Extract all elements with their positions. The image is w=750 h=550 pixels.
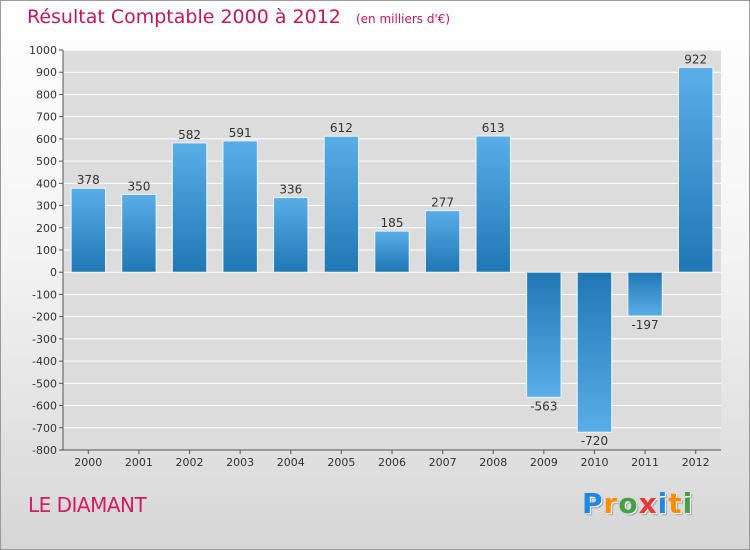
value-label-2006: 185	[381, 216, 404, 230]
logo-letter: r	[603, 487, 619, 520]
y-tick-label: -300	[32, 333, 57, 346]
bar-2012	[677, 66, 714, 273]
y-tick-label: -600	[32, 400, 57, 413]
bar-2009	[526, 271, 562, 398]
x-tick-label: 2000	[74, 456, 102, 469]
bar-2004	[273, 197, 309, 273]
x-tick-label: 2001	[125, 456, 153, 469]
y-tick-label: -200	[32, 311, 57, 324]
bar-2001	[121, 193, 157, 273]
logo-letter: t	[668, 487, 683, 520]
logo-letter: o	[618, 487, 639, 520]
y-tick-label: 700	[36, 111, 57, 124]
x-tick-label: 2009	[530, 456, 558, 469]
x-tick-label: 2002	[176, 456, 204, 469]
y-tick-label: 400	[36, 177, 57, 190]
value-label-2000: 378	[77, 173, 100, 187]
x-tick-label: 2011	[631, 456, 659, 469]
y-tick-label: 200	[36, 222, 57, 235]
y-tick-label: -500	[32, 377, 57, 390]
value-label-2008: 613	[482, 121, 505, 135]
value-label-2012: 922	[684, 52, 707, 66]
y-axis: 10009008007006005004003002001000-100-200…	[29, 44, 64, 457]
value-label-2005: 612	[330, 121, 353, 135]
y-tick-label: -700	[32, 422, 57, 435]
y-tick-label: -100	[32, 288, 57, 301]
value-labels: 378 350 582 591 336 612 185 277 613 -563 -720 -197 9…	[77, 52, 707, 448]
chart-title-main: Résultat Comptable 2000 à 2012	[27, 6, 341, 28]
y-tick-label: 100	[36, 244, 57, 257]
chart-title-unit: (en milliers d'€)	[355, 12, 451, 26]
x-tick-label: 2005	[327, 456, 355, 469]
value-label-2003: 591	[229, 126, 252, 140]
logo-letter: P	[582, 487, 604, 520]
y-tick-label: 500	[36, 155, 57, 168]
value-label-2010: -720	[581, 434, 608, 448]
bar-2008	[475, 135, 511, 273]
bar-2002	[171, 142, 208, 273]
logo-letter: i	[657, 487, 669, 520]
bar-2007	[424, 210, 461, 273]
value-label-2001: 350	[127, 179, 150, 193]
value-label-2002: 582	[178, 128, 201, 142]
value-label-2007: 277	[431, 196, 454, 210]
x-tick-label: 2012	[682, 456, 710, 469]
town-name: LE DIAMANT	[28, 493, 147, 517]
x-tick-label: 2004	[277, 456, 305, 469]
x-axis: 2000 2001 2002 2003 2004 2005 2006 2007 2008 2009…	[63, 449, 721, 469]
y-tick-label: 300	[36, 200, 57, 213]
bar-2006	[374, 230, 410, 273]
x-tick-label: 2010	[580, 456, 608, 469]
y-tick-label: 800	[36, 88, 57, 101]
bar-2005	[323, 135, 360, 273]
value-label-2004: 336	[279, 183, 302, 197]
bar-2000	[70, 187, 107, 273]
bar-2011	[627, 271, 663, 317]
bars	[70, 66, 714, 433]
x-tick-label: 2003	[226, 456, 254, 469]
x-tick-label: 2008	[479, 456, 507, 469]
proxiti-logo[interactable]: Proxiti	[582, 487, 693, 520]
value-label-2011: -197	[631, 318, 658, 332]
y-tick-label: 1000	[29, 44, 57, 57]
value-label-2009: -563	[530, 399, 557, 413]
x-tick-label: 2007	[429, 456, 457, 469]
chart-title: Résultat Comptable 2000 à 2012 (en milli…	[27, 6, 450, 28]
bar-2010	[576, 271, 613, 433]
logo-letter: i	[682, 487, 694, 520]
x-tick-label: 2006	[378, 456, 406, 469]
y-tick-label: 900	[36, 66, 57, 79]
y-tick-label: 600	[36, 133, 57, 146]
y-tick-label: -800	[32, 444, 57, 457]
logo-letter: x	[638, 487, 658, 520]
y-tick-label: -400	[32, 355, 57, 368]
bar-2003	[222, 140, 258, 273]
y-tick-label: 0	[50, 266, 57, 279]
